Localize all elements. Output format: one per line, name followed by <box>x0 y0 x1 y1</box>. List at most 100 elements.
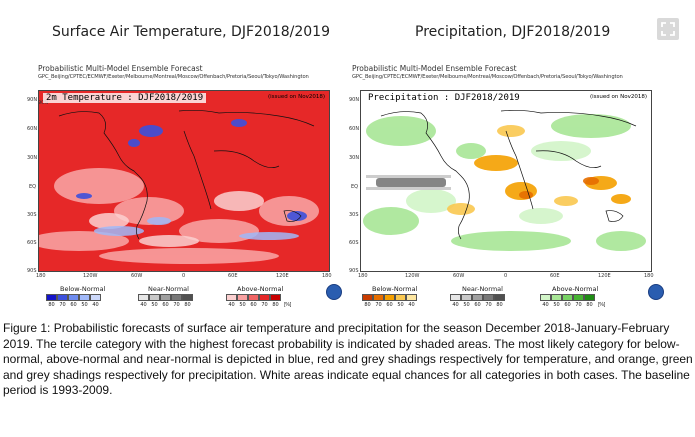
legend-tick: 40 <box>228 302 235 308</box>
legend-swatch <box>395 294 406 301</box>
legend-swatch <box>584 294 595 301</box>
right-lat-60s: 60S <box>349 240 359 246</box>
right-header-line2: GPC_Beijing/CPTEC/ECMWF/Exeter/Melbourne… <box>352 74 623 80</box>
right-legend-unit: [%] <box>598 302 606 308</box>
legend-tick: 60 <box>162 302 169 308</box>
legend-swatch <box>450 294 461 301</box>
precipitation-panel-title: Precipitation, DJF2018/2019 <box>415 24 611 40</box>
legend-tick: 70 <box>261 302 268 308</box>
legend-swatch <box>226 294 237 301</box>
legend-tick: 70 <box>173 302 180 308</box>
right-legend-below-ticks: 80 70 60 50 40 <box>362 302 417 308</box>
lat-label: 90N <box>38 100 49 106</box>
right-lat-90s: 90S <box>349 268 359 274</box>
left-lat-30s: 30S <box>27 212 37 218</box>
left-legend-below-swatches <box>46 294 101 301</box>
left-lon-60e: 60E <box>228 273 238 279</box>
left-legend-above-ticks: 40 50 60 70 80 <box>226 302 281 308</box>
expand-icon <box>661 22 675 36</box>
left-legend-near-ticks: 40 50 60 70 80 <box>138 302 193 308</box>
left-ensemble-header: Probabilistic Multi-Model Ensemble Forec… <box>38 65 309 81</box>
legend-tick: 80 <box>48 302 55 308</box>
legend-swatch <box>182 294 193 301</box>
right-legend-below-swatches <box>362 294 417 301</box>
legend-tick: 60 <box>250 302 257 308</box>
right-ensemble-header: Probabilistic Multi-Model Ensemble Forec… <box>352 65 623 81</box>
left-lat-90n: 90N <box>27 97 38 103</box>
left-lon-180w: 180 <box>36 273 46 279</box>
right-legend-above-swatches <box>540 294 595 301</box>
left-lon-180e: 180 <box>322 273 332 279</box>
left-lon-0: 0 <box>182 273 186 279</box>
legend-tick: 60 <box>386 302 393 308</box>
legend-swatch <box>79 294 90 301</box>
legend-swatch <box>171 294 182 301</box>
left-lat-60s: 60S <box>27 240 37 246</box>
left-lon-60w: 60W <box>131 273 143 279</box>
left-legend-above-title: Above-Normal <box>237 285 284 293</box>
right-lon-180e: 180 <box>644 273 654 279</box>
right-lat-90n: 90N <box>349 97 360 103</box>
legend-swatch <box>384 294 395 301</box>
legend-swatch <box>57 294 68 301</box>
left-legend-below-ticks: 80 70 60 50 40 <box>46 302 101 308</box>
legend-tick: 60 <box>474 302 481 308</box>
left-header-line1: Probabilistic Multi-Model Ensemble Forec… <box>38 64 203 73</box>
right-lat-30n: 30N <box>349 155 360 161</box>
figure-caption: Figure 1: Probabilistic forecasts of sur… <box>3 321 693 398</box>
legend-tick: 80 <box>272 302 279 308</box>
right-lon-0: 0 <box>504 273 508 279</box>
right-legend-above-ticks: 40 50 60 70 80 <box>540 302 595 308</box>
legend-tick: 70 <box>485 302 492 308</box>
temperature-map-shading <box>39 91 329 271</box>
legend-swatch <box>68 294 79 301</box>
legend-tick: 80 <box>184 302 191 308</box>
right-legend-above-title: Above-Normal <box>552 285 599 293</box>
right-lon-180w: 180 <box>358 273 368 279</box>
temperature-map: 2m Temperature : DJF2018/2019 (issued on… <box>38 90 330 272</box>
legend-tick: 80 <box>586 302 593 308</box>
legend-swatch <box>540 294 551 301</box>
legend-tick: 40 <box>408 302 415 308</box>
wmo-logo-right <box>648 284 664 300</box>
left-legend-near-swatches <box>138 294 193 301</box>
right-legend-near-ticks: 40 50 60 70 80 <box>450 302 505 308</box>
right-header-line1: Probabilistic Multi-Model Ensemble Forec… <box>352 64 517 73</box>
legend-swatch <box>483 294 494 301</box>
legend-swatch <box>494 294 505 301</box>
right-lat-60n: 60N <box>349 126 360 132</box>
legend-swatch <box>472 294 483 301</box>
right-legend-below-title: Below-Normal <box>372 285 418 293</box>
left-lon-120e: 120E <box>276 273 289 279</box>
legend-tick: 80 <box>364 302 371 308</box>
temperature-panel-title: Surface Air Temperature, DJF2018/2019 <box>52 24 330 40</box>
legend-swatch <box>237 294 248 301</box>
legend-tick: 40 <box>452 302 459 308</box>
legend-tick: 60 <box>564 302 571 308</box>
legend-tick: 70 <box>575 302 582 308</box>
legend-swatch <box>270 294 281 301</box>
legend-tick: 40 <box>92 302 99 308</box>
precipitation-map-issued: (issued on Nov2018) <box>590 94 647 100</box>
legend-tick: 50 <box>553 302 560 308</box>
legend-swatch <box>562 294 573 301</box>
legend-swatch <box>149 294 160 301</box>
left-legend-near-title: Near-Normal <box>148 285 189 293</box>
legend-swatch <box>160 294 171 301</box>
precipitation-map-shading <box>361 91 651 271</box>
legend-tick: 70 <box>375 302 382 308</box>
right-lon-60w: 60W <box>453 273 465 279</box>
right-lon-120w: 120W <box>405 273 420 279</box>
right-lon-120e: 120E <box>598 273 611 279</box>
legend-swatch <box>259 294 270 301</box>
temperature-map-issued: (issued on Nov2018) <box>268 94 325 100</box>
legend-tick: 80 <box>496 302 503 308</box>
legend-tick: 40 <box>542 302 549 308</box>
left-lon-120w: 120W <box>83 273 98 279</box>
legend-tick: 50 <box>151 302 158 308</box>
left-lat-60n: 60N <box>27 126 38 132</box>
legend-swatch <box>46 294 57 301</box>
legend-swatch <box>138 294 149 301</box>
expand-image-button[interactable] <box>657 18 679 40</box>
legend-tick: 50 <box>81 302 88 308</box>
